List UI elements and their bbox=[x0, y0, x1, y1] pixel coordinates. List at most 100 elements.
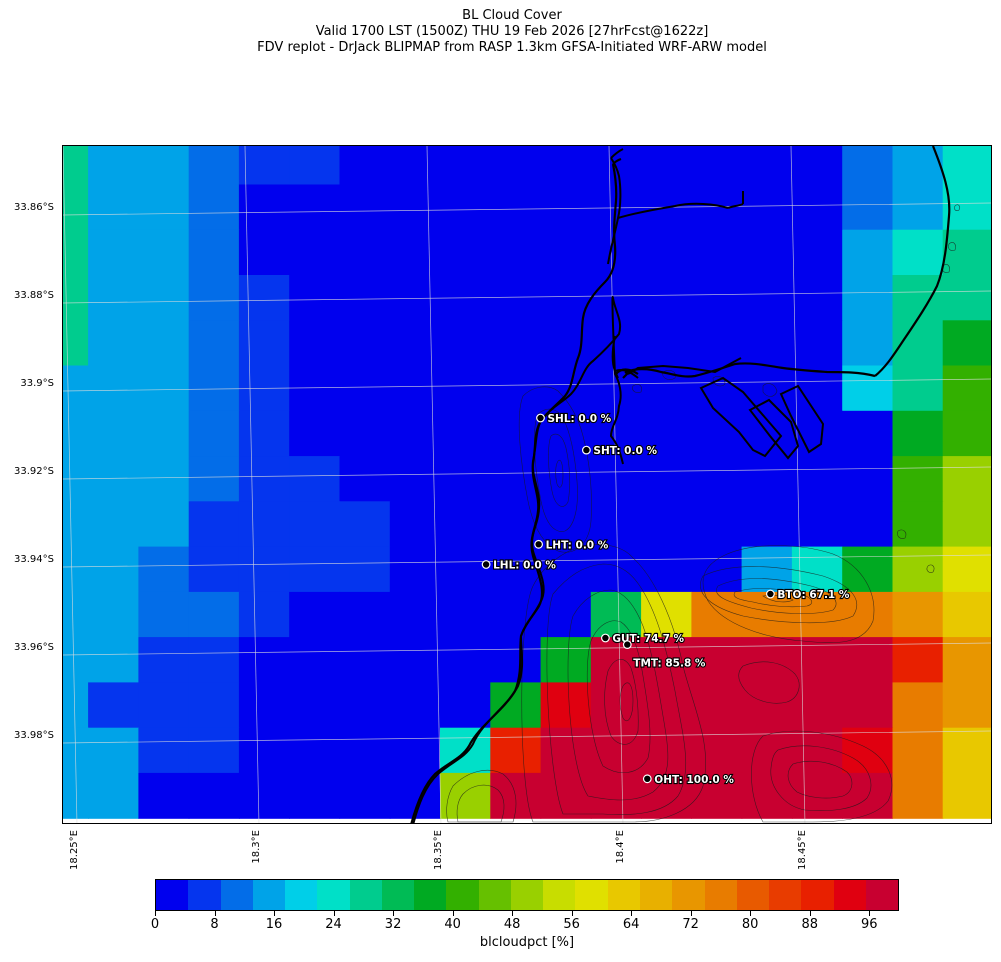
colorbar-segment bbox=[639, 880, 673, 910]
station-dot[interactable] bbox=[622, 640, 632, 650]
station-sht[interactable]: SHT: 0.0 % bbox=[582, 444, 659, 458]
cloud-cell bbox=[63, 146, 89, 186]
cloud-cell bbox=[540, 727, 592, 774]
colorbar-segment bbox=[381, 880, 415, 910]
cloud-cell bbox=[88, 591, 139, 638]
cloud-cell bbox=[289, 727, 341, 774]
cloud-cell bbox=[842, 546, 894, 593]
cloud-cell bbox=[892, 410, 944, 457]
cloud-cell bbox=[440, 184, 491, 231]
station-shl[interactable]: SHL: 0.0 % bbox=[536, 412, 613, 426]
cloud-cell bbox=[440, 591, 491, 638]
cloud-cell bbox=[892, 546, 944, 593]
cloud-cell bbox=[590, 591, 642, 638]
cloud-cell bbox=[138, 184, 190, 231]
cloud-cell bbox=[289, 365, 341, 412]
cloud-cell bbox=[842, 275, 894, 321]
station-tmt[interactable]: TMT: 85.8 % bbox=[622, 640, 707, 671]
cloud-cell bbox=[238, 591, 290, 638]
station-oht[interactable]: OHT: 100.0 % bbox=[642, 773, 735, 787]
station-dot[interactable] bbox=[642, 774, 652, 784]
cloud-cell bbox=[942, 546, 991, 593]
cloud-cell bbox=[942, 410, 991, 457]
colorbar-tick-label: 56 bbox=[563, 917, 580, 932]
cloud-cell bbox=[791, 275, 843, 321]
cloud-cell bbox=[942, 591, 991, 638]
cloud-cell bbox=[691, 229, 743, 276]
cloud-cell bbox=[691, 727, 743, 774]
cloud-cell bbox=[540, 229, 592, 276]
station-label: OHT: 100.0 % bbox=[654, 774, 734, 786]
station-dot[interactable] bbox=[766, 589, 775, 599]
latitude-gridline bbox=[63, 466, 991, 480]
cloud-cell bbox=[289, 501, 341, 548]
cloud-cell bbox=[389, 546, 441, 593]
cloud-cell bbox=[188, 637, 240, 683]
cloud-cell bbox=[238, 410, 290, 457]
cloud-cell bbox=[440, 546, 491, 593]
cloud-cell bbox=[490, 146, 542, 186]
cloud-cell bbox=[741, 320, 793, 367]
colorbar-tick-label: 24 bbox=[325, 917, 342, 932]
cloud-cell bbox=[942, 365, 991, 412]
cloud-cell bbox=[389, 456, 441, 502]
colorbar-tick bbox=[750, 911, 752, 916]
cloud-cell bbox=[741, 682, 793, 729]
cloud-cell bbox=[892, 320, 944, 367]
cloud-cell bbox=[590, 682, 642, 729]
title-line-2: Valid 1700 LST (1500Z) THU 19 Feb 2026 [… bbox=[315, 24, 709, 39]
colorbar-tick bbox=[631, 911, 633, 916]
latitude-gridline bbox=[63, 642, 991, 656]
cloud-cell bbox=[791, 146, 843, 186]
station-dot[interactable] bbox=[601, 633, 610, 643]
colorbar-segment bbox=[317, 880, 350, 910]
cloud-cell bbox=[440, 772, 491, 819]
station-dot[interactable] bbox=[582, 445, 591, 455]
colorbar-segment bbox=[736, 880, 770, 910]
colorbar-tick-label: 32 bbox=[384, 917, 402, 932]
cloud-cell bbox=[289, 229, 341, 276]
cloud-cell bbox=[289, 275, 341, 321]
cloud-cell bbox=[289, 146, 341, 186]
cloud-cell bbox=[88, 501, 139, 548]
cloud-cell bbox=[791, 727, 843, 774]
station-markers: SHL: 0.0 % SHT: 0.0 % LHT: 0.0 % LHL: 0.0 %… bbox=[481, 412, 851, 787]
cloud-cell bbox=[590, 772, 642, 819]
cloud-cell bbox=[641, 727, 692, 774]
cloud-cell bbox=[339, 772, 391, 819]
cloud-cell bbox=[842, 682, 894, 729]
cloud-cell bbox=[188, 365, 240, 412]
cloud-cell bbox=[691, 456, 743, 502]
station-gut[interactable]: GUT: 74.7 % bbox=[601, 632, 686, 646]
cloud-cell bbox=[138, 682, 190, 729]
station-label: LHT: 0.0 % bbox=[546, 539, 609, 551]
longitude-gridline bbox=[608, 146, 624, 823]
colorbar-segment bbox=[575, 880, 608, 910]
cloud-cell bbox=[892, 184, 944, 231]
longitude-tick-label: 18.25°E bbox=[69, 830, 80, 870]
cloud-cell bbox=[490, 501, 542, 548]
cloud-cell bbox=[389, 501, 441, 548]
cloud-cell bbox=[188, 456, 240, 502]
cloud-cell bbox=[942, 146, 991, 186]
colorbar-tick-label: 72 bbox=[682, 917, 699, 932]
station-lht[interactable]: LHT: 0.0 % bbox=[534, 538, 610, 552]
station-dot[interactable] bbox=[481, 560, 491, 569]
map-plot-area[interactable]: SHL: 0.0 % SHT: 0.0 % LHT: 0.0 % LHL: 0.0 %… bbox=[62, 145, 992, 824]
station-bto[interactable]: BTO: 67.1 % bbox=[766, 588, 851, 602]
longitude-gridline bbox=[426, 146, 442, 823]
cloud-cell bbox=[188, 184, 240, 231]
cloud-cell bbox=[339, 591, 391, 638]
station-dot[interactable] bbox=[534, 539, 544, 549]
station-dot[interactable] bbox=[536, 413, 545, 423]
cloud-cell bbox=[741, 546, 793, 593]
station-lhl[interactable]: LHL: 0.0 % bbox=[481, 558, 557, 573]
cloud-cell bbox=[641, 501, 692, 548]
cloud-cell bbox=[238, 501, 290, 548]
cloud-cell bbox=[892, 365, 944, 412]
cloud-cell bbox=[641, 591, 692, 638]
latitude-gridline bbox=[63, 554, 991, 568]
cloud-cell bbox=[440, 410, 491, 457]
cloud-cell bbox=[842, 727, 894, 774]
cloud-cell bbox=[289, 546, 341, 593]
